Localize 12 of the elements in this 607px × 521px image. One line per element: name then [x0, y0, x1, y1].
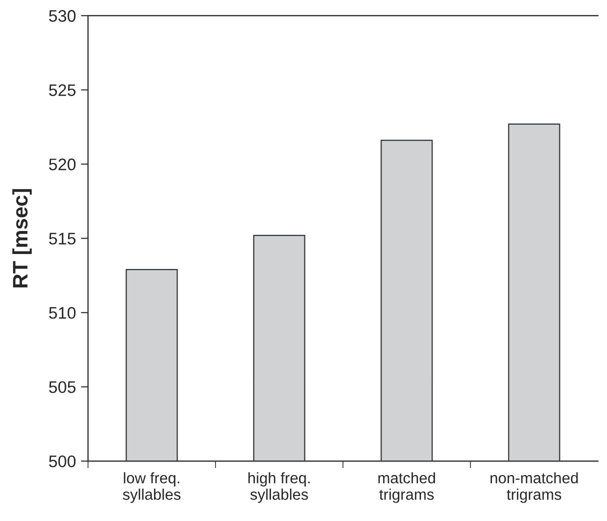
y-tick-label: 525 [49, 84, 76, 96]
x-tick-label: matched trigrams [378, 472, 436, 503]
y-tick-label: 530 [49, 10, 76, 22]
y-tick-label: 505 [49, 381, 76, 394]
x-tick-label: non-matched trigrams [490, 472, 578, 503]
y-tick-label: 500 [49, 455, 76, 468]
y-axis-title: RT [msec] [12, 189, 32, 288]
y-tick-label: 520 [49, 158, 76, 170]
x-tick-label: low freq. syllables [122, 472, 180, 503]
y-tick-label: 515 [49, 232, 76, 245]
y-tick-label: 510 [49, 307, 76, 319]
x-tick-label: high freq. syllables [248, 472, 310, 503]
